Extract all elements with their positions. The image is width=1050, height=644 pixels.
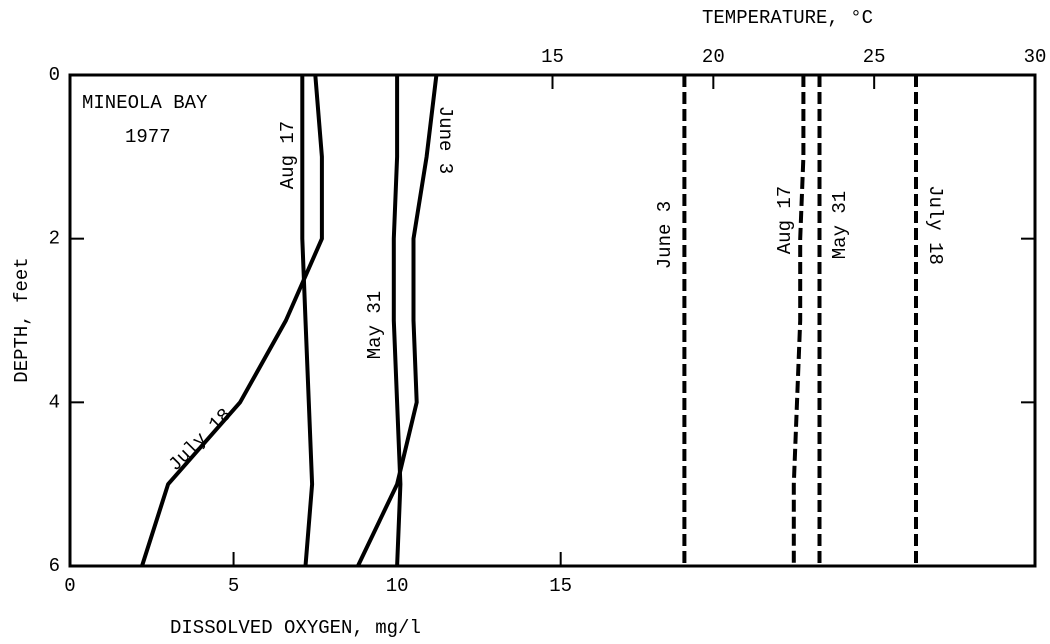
x2-tick-label: 30: [1024, 46, 1047, 68]
x-tick-label: 0: [64, 575, 75, 597]
x2-axis-label: TEMPERATURE, °C: [702, 7, 873, 29]
y-tick-label: 0: [49, 64, 60, 86]
series-label: May 31: [829, 191, 851, 259]
series-label: June 3: [434, 106, 456, 174]
x-tick-label: 5: [228, 575, 239, 597]
x2-tick-label: 25: [863, 46, 886, 68]
x2-tick-label: 20: [702, 46, 725, 68]
x2-tick-label: 15: [541, 46, 564, 68]
series-label: July 18: [164, 404, 236, 476]
plot-frame: [68, 73, 1037, 568]
y-tick-label: 4: [49, 391, 60, 413]
y-tick-label: 2: [49, 228, 60, 250]
y-tick-label: 6: [49, 555, 60, 577]
oxygen-line: [391, 75, 403, 567]
series-label: Aug 17: [277, 121, 299, 189]
series-label: May 31: [364, 291, 386, 359]
series-label: June 3: [654, 201, 676, 269]
y-axis-label: DEPTH, feet: [11, 257, 33, 382]
series-label: July 18: [924, 185, 946, 265]
oxygen-line: [140, 74, 324, 567]
oxygen-line: [300, 75, 315, 567]
temperature-line: [791, 75, 806, 566]
annotation: 1977: [125, 126, 171, 148]
x-tick-label: 15: [549, 575, 572, 597]
x-tick-label: 10: [386, 575, 409, 597]
annotation: MINEOLA BAY: [82, 92, 208, 114]
oxygen-line: [356, 74, 439, 567]
series-label: Aug 17: [774, 186, 796, 254]
x-axis-label: DISSOLVED OXYGEN, mg/l: [170, 617, 421, 639]
